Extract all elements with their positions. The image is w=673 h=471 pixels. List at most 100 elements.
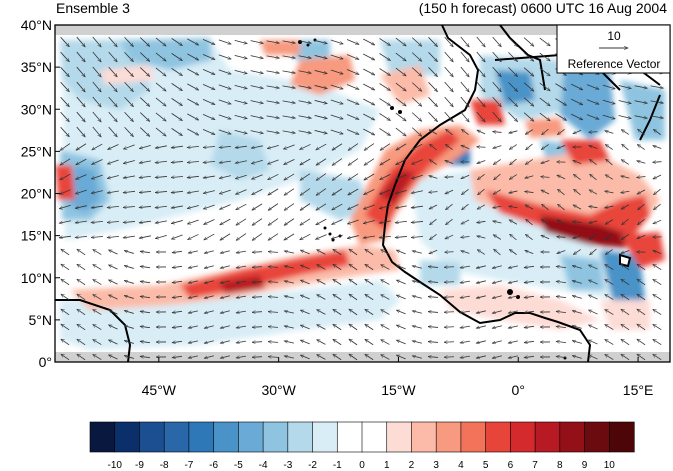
wind-arrow (381, 249, 390, 255)
wind-arrow (204, 280, 214, 284)
wind-arrow (347, 235, 359, 239)
wind-arrow (139, 82, 149, 92)
wind-arrow (284, 159, 295, 165)
wind-arrow (429, 233, 437, 239)
wind-arrow (314, 85, 328, 88)
wind-arrow (108, 51, 118, 62)
wind-arrow (220, 218, 231, 226)
wind-arrow (605, 264, 614, 270)
wind-arrow (282, 100, 296, 103)
colorbar-swatch (188, 421, 215, 453)
wind-arrow (187, 146, 200, 147)
wind-arrow (108, 354, 118, 360)
wind-arrow (59, 189, 71, 195)
wind-arrow (139, 206, 152, 207)
wind-arrow (653, 308, 662, 316)
wind-arrow (460, 326, 470, 328)
anomaly-blobs (55, 38, 665, 350)
wind-arrow (492, 355, 502, 359)
wind-arrow (234, 99, 248, 103)
wind-arrow (524, 281, 535, 282)
wind-arrow (268, 188, 279, 196)
wind-arrow (268, 218, 279, 226)
wind-arrow (332, 188, 343, 196)
wind-arrow (236, 233, 247, 241)
wind-arrow (621, 204, 630, 210)
wind-arrow (314, 40, 328, 43)
wind-arrow (282, 70, 296, 73)
wind-arrow (284, 188, 295, 196)
wind-arrow (76, 126, 85, 137)
wind-arrow (330, 54, 343, 59)
wind-arrow (541, 234, 550, 240)
wind-arrow (108, 144, 119, 150)
wind-arrow (317, 309, 326, 315)
lon-label: 15°W (381, 382, 416, 398)
wind-arrow (218, 54, 231, 59)
wind-arrow (346, 84, 359, 90)
wind-arrow (379, 236, 392, 237)
wind-arrow (570, 98, 583, 106)
wind-arrow (60, 143, 71, 151)
wind-arrow (268, 327, 279, 328)
wind-arrow (333, 278, 342, 286)
wind-arrow (494, 173, 501, 180)
wind-arrow (298, 55, 312, 59)
wind-arrow (235, 174, 247, 179)
wind-arrow (284, 266, 294, 269)
wind-arrow (395, 37, 406, 46)
wind-vectors (59, 36, 664, 361)
wind-arrow (476, 96, 485, 107)
wind-arrow (92, 111, 101, 122)
wind-arrow (124, 111, 134, 121)
colorbar-label: -5 (234, 460, 243, 471)
wind-arrow (234, 84, 248, 88)
wind-arrow (300, 233, 311, 241)
wind-arrow (171, 220, 183, 223)
wind-arrow (220, 310, 230, 313)
wind-arrow (412, 311, 422, 314)
wind-arrow (235, 146, 247, 148)
wind-arrow (650, 115, 664, 118)
colorbar-swatch (213, 421, 239, 453)
wind-arrow (171, 176, 184, 177)
wind-arrow (365, 278, 374, 286)
wind-arrow (60, 158, 71, 166)
colorbar-swatch (312, 421, 338, 453)
wind-arrow (621, 264, 630, 271)
wind-arrow (332, 173, 343, 181)
wind-arrow (252, 267, 263, 268)
wind-arrow (637, 279, 646, 286)
wind-arrow (428, 267, 439, 268)
wind-arrow (188, 250, 198, 253)
wind-arrow (477, 160, 486, 163)
wind-arrow (187, 205, 199, 209)
wind-arrow (525, 191, 534, 192)
wind-arrow (139, 144, 151, 148)
wind-arrow (588, 264, 598, 270)
wind-arrow (266, 130, 280, 133)
wind-arrow (523, 112, 534, 122)
colorbar-swatch (89, 421, 116, 453)
wind-arrow (444, 96, 454, 107)
wind-arrow (93, 324, 102, 330)
wind-arrow (637, 294, 646, 301)
colorbar-label: -1 (333, 460, 342, 471)
wind-arrow (204, 219, 215, 225)
wind-arrow (477, 221, 486, 222)
wind-arrow (492, 340, 502, 344)
wind-arrow (621, 279, 630, 286)
wind-arrow (92, 143, 103, 151)
wind-arrow (412, 296, 422, 299)
wind-arrow (187, 176, 200, 177)
wind-arrow (541, 160, 550, 164)
colorbar-swatch (534, 421, 561, 453)
wind-arrow (124, 66, 134, 76)
wind-arrow (314, 55, 328, 58)
wind-arrow (108, 96, 118, 107)
wind-arrow (346, 54, 359, 60)
wind-arrow (330, 39, 343, 44)
wind-arrow (250, 115, 264, 119)
wind-arrow (444, 297, 455, 298)
wind-arrow (219, 161, 231, 163)
